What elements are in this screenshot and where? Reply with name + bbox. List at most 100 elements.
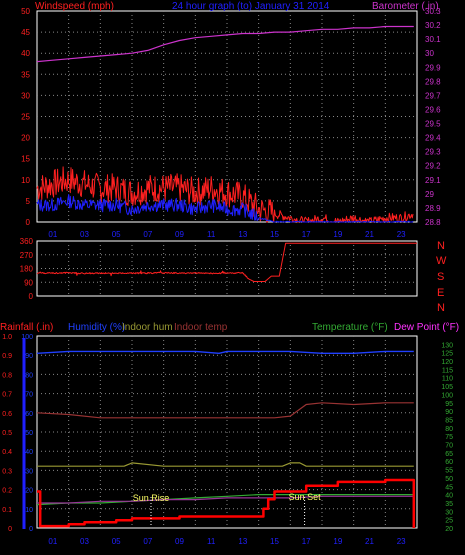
baro-y-tick: 30	[425, 49, 434, 58]
wind-x-tick: 07	[143, 230, 152, 239]
wind-x-tick: 03	[80, 230, 89, 239]
wind-y-tick: 30	[21, 91, 30, 100]
chart-title: 24 hour graph (to) January 31 2014	[172, 1, 330, 12]
wind-x-tick: 13	[238, 230, 247, 239]
temp-y-tick: 35	[445, 501, 453, 508]
temp-y-tick: 95	[445, 401, 453, 408]
humidity-y-tick: 70	[25, 392, 33, 399]
indoor-hum-series	[37, 462, 414, 467]
rain-y-tick: 0.7	[2, 392, 12, 399]
sunrise-label: Sun Rise	[133, 493, 170, 503]
baro-y-tick: 29.2	[425, 162, 441, 171]
rain-y-tick: 0.2	[2, 488, 12, 495]
wind-y-tick: 25	[21, 113, 30, 122]
baro-y-tick: 29.4	[425, 134, 441, 143]
rain-y-tick: 0	[8, 526, 12, 533]
wind-x-tick: 11	[207, 230, 216, 239]
wind-x-tick: 17	[302, 230, 311, 239]
temp-y-tick: 20	[445, 526, 453, 533]
wind-y-tick: 0	[26, 218, 31, 227]
temp-x-tick: 17	[302, 537, 311, 546]
rain-y-tick: 0.4	[2, 449, 12, 456]
humidity-axis-title: Humidity (%)	[68, 322, 125, 333]
temp-y-tick: 65	[445, 451, 453, 458]
temp-x-tick: 13	[238, 537, 247, 546]
wind-y-tick: 40	[21, 49, 30, 58]
temp-y-tick: 90	[445, 409, 453, 416]
humidity-y-tick: 20	[25, 488, 33, 495]
barometer-axis-title: Barometer (.in)	[372, 1, 439, 12]
temp-y-tick: 100	[441, 392, 453, 399]
dir-y-tick: 360	[20, 237, 34, 246]
temp-y-tick: 120	[441, 359, 453, 366]
indoor-temp-legend: Indoor temp	[174, 322, 228, 333]
temperature-series	[36, 494, 414, 506]
temp-y-tick: 45	[445, 484, 453, 491]
baro-y-tick: 29.3	[425, 148, 441, 157]
humidity-y-tick: 40	[25, 449, 33, 456]
baro-y-tick: 29	[425, 190, 434, 199]
windspeed-axis-title: Windspeed (mph)	[35, 1, 114, 12]
wind-y-tick: 5	[26, 197, 31, 206]
compass-label-n-top: N	[437, 240, 445, 252]
temp-x-tick: 07	[143, 537, 152, 546]
baro-y-tick: 30.1	[425, 35, 441, 44]
rain-y-tick: 0.3	[2, 468, 12, 475]
humidity-y-tick: 80	[25, 372, 33, 379]
dewpoint-series	[37, 495, 414, 504]
rain-y-tick: 0.5	[2, 430, 12, 437]
temp-y-tick: 75	[445, 434, 453, 441]
wind-y-tick: 50	[21, 7, 30, 16]
series-lines	[36, 25, 417, 528]
wind-y-tick: 45	[21, 28, 30, 37]
humidity-y-tick: 30	[25, 468, 33, 475]
rainfall-series	[37, 478, 416, 528]
temp-y-tick: 110	[442, 376, 453, 383]
temp-y-tick: 25	[445, 518, 453, 525]
temp-y-tick: 60	[445, 459, 453, 466]
compass-label-s: S	[437, 271, 444, 283]
temp-x-tick: 23	[397, 537, 406, 546]
indoor-temp-series	[36, 402, 414, 419]
temp-y-tick: 130	[441, 342, 453, 349]
wind-y-tick: 15	[21, 155, 30, 164]
rain-y-tick: 0.6	[2, 411, 12, 418]
temp-y-tick: 105	[441, 384, 453, 391]
temp-x-tick: 09	[175, 537, 184, 546]
dir-y-tick: 180	[20, 265, 34, 274]
rain-y-tick: 0.8	[2, 372, 12, 379]
wind-y-tick: 35	[21, 70, 30, 79]
wind-x-tick: 09	[175, 230, 184, 239]
compass-label-e: E	[437, 287, 444, 299]
temp-y-tick: 115	[442, 367, 453, 374]
humidity-y-tick: 50	[25, 430, 33, 437]
baro-y-tick: 28.9	[425, 204, 441, 213]
temp-y-tick: 50	[445, 476, 453, 483]
temp-x-tick: 03	[80, 537, 89, 546]
humidity-y-tick: 10	[25, 507, 33, 514]
gust-series	[36, 166, 414, 223]
temp-x-tick: 19	[333, 537, 342, 546]
dir-y-tick: 90	[24, 278, 33, 287]
baro-y-tick: 29.6	[425, 105, 441, 114]
rain-y-tick: 1.0	[2, 334, 12, 341]
compass-label-w: W	[436, 255, 447, 267]
temp-y-tick: 125	[441, 351, 453, 358]
indoor-hum-legend: Indoor hum	[122, 322, 173, 333]
wind-x-tick: 19	[333, 230, 342, 239]
rainfall-axis-title: Rainfall (.in)	[0, 322, 53, 333]
wind-x-tick: 23	[397, 230, 406, 239]
humidity-y-tick: 100	[21, 334, 33, 341]
sunset-label: Sun Set	[289, 492, 322, 502]
dir-y-tick: 270	[20, 251, 34, 260]
temp-y-tick: 70	[445, 443, 453, 450]
temp-x-tick: 11	[207, 537, 216, 546]
compass-label-n-bottom: N	[437, 302, 445, 314]
baro-y-tick: 30.2	[425, 21, 441, 30]
direction-series	[36, 242, 417, 282]
temperature-axis-title: Temperature (°F)	[312, 322, 388, 333]
humidity-y-tick: 90	[25, 353, 33, 360]
humidity-y-tick: 0	[29, 526, 33, 533]
